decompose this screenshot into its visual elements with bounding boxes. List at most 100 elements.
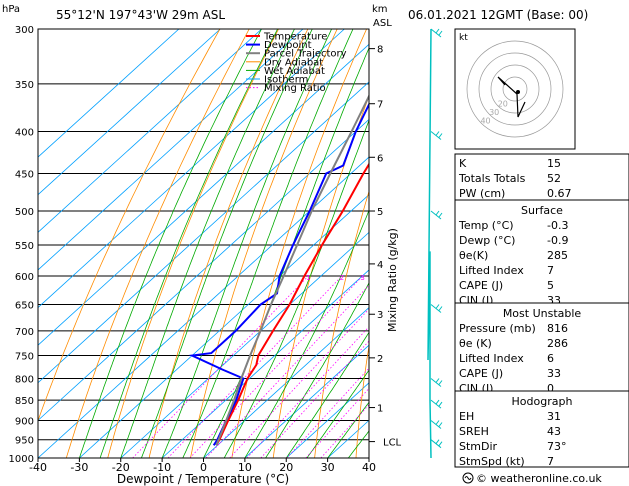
x-tick-label: 10 xyxy=(238,461,252,474)
most-unstable-row-value: 0 xyxy=(547,382,554,395)
hodograph-box xyxy=(454,390,629,468)
index-row-label: PW (cm) xyxy=(459,187,505,200)
isotherm-line xyxy=(38,29,221,196)
dry-adiabat-line xyxy=(231,29,367,458)
wet-adiabat-line xyxy=(161,29,332,458)
surface-row-value: 285 xyxy=(547,249,568,262)
surface-box xyxy=(454,199,629,304)
wet-adiabat-line xyxy=(120,29,295,458)
km-tick-label: 7 xyxy=(377,100,383,111)
pressure-tick-label: 550 xyxy=(15,241,34,252)
index-row-value: 52 xyxy=(547,172,561,185)
hodograph-unit-label: kt xyxy=(459,33,468,43)
wind-barb xyxy=(430,304,443,313)
most-unstable-row-value: 6 xyxy=(547,352,554,365)
km-tick-label: LCL xyxy=(383,438,402,449)
surface-title: Surface xyxy=(521,204,563,217)
x-tick-label: -10 xyxy=(153,461,171,474)
dry-adiabat-line xyxy=(107,29,279,458)
x-tick-label: -40 xyxy=(29,461,47,474)
wet-adiabat-line xyxy=(182,29,354,458)
pressure-tick-label: 950 xyxy=(15,436,34,447)
most-unstable-row-value: 33 xyxy=(547,367,561,380)
most-unstable-row-label: CAPE (J) xyxy=(459,367,503,380)
x-tick-label: 30 xyxy=(321,461,335,474)
pressure-tick-label: 850 xyxy=(15,396,34,407)
isotherm-line xyxy=(286,382,369,458)
hodograph-ring xyxy=(466,40,564,138)
hodograph-row-value: 31 xyxy=(547,410,561,423)
isotherm-line xyxy=(38,29,180,158)
hodograph-table-title: Hodograph xyxy=(512,395,573,408)
plot-profiles: 12346810152025 xyxy=(188,93,418,446)
wet-adiabat-line xyxy=(265,281,369,458)
dry-adiabat-line xyxy=(355,343,369,458)
mixing-ratio-label: 8 xyxy=(414,274,418,282)
isotherm-line xyxy=(38,81,369,384)
pressure-tick-label: 750 xyxy=(15,351,34,362)
dry-adiabat-line xyxy=(65,29,250,458)
temperature-profile xyxy=(215,162,369,446)
isotherm-line xyxy=(38,43,369,346)
hodograph-ring-label: 30 xyxy=(489,108,499,117)
hodograph-row-label: StmDir xyxy=(459,440,498,453)
pressure-tick-label: 350 xyxy=(15,80,34,91)
x-tick-label: -20 xyxy=(112,461,130,474)
surface-row-label: θe(K) xyxy=(459,249,488,262)
isotherm-line xyxy=(38,156,369,458)
hodograph-row-label: SREH xyxy=(459,425,489,438)
isotherm-line xyxy=(203,307,369,458)
mixing-ratio-line xyxy=(229,308,369,458)
hodograph-storm-marker xyxy=(516,90,520,94)
mixing-ratio-label: 2 xyxy=(340,274,344,282)
isotherm-line xyxy=(79,194,369,458)
km-tick-label: 6 xyxy=(377,153,383,164)
hodograph-ring xyxy=(502,76,528,102)
footer: © weatheronline.co.uk xyxy=(462,472,602,485)
legend-entry: Temperature xyxy=(263,32,327,43)
plot-axes: 3003504004505005506006507007508008509009… xyxy=(9,25,402,474)
x-tick-label: 40 xyxy=(362,461,376,474)
km-tick-label: 3 xyxy=(377,310,383,321)
hodograph-trace xyxy=(497,76,526,118)
dewpoint-profile xyxy=(188,102,369,446)
km-tick-label: 2 xyxy=(377,354,383,365)
hodograph-ring xyxy=(490,64,540,114)
pressure-tick-label: 900 xyxy=(15,416,34,427)
plot-background xyxy=(38,29,369,458)
most-unstable-row-label: Lifted Index xyxy=(459,352,524,365)
pressure-tick-label: 450 xyxy=(15,169,34,180)
index-row-value: 15 xyxy=(547,157,561,170)
most-unstable-row-value: 816 xyxy=(547,322,568,335)
dry-adiabat-line xyxy=(148,29,309,458)
dry-adiabat-line xyxy=(190,29,338,458)
index-row-label: K xyxy=(459,157,467,170)
wet-adiabat-line xyxy=(141,29,313,458)
hodograph-ring-label: 20 xyxy=(498,99,508,108)
isotherm-line xyxy=(38,29,304,271)
surface-row-label: Dewp (°C) xyxy=(459,234,515,247)
pressure-tick-label: 650 xyxy=(15,301,34,312)
x-axis-label: Dewpoint / Temperature (°C) xyxy=(117,472,289,486)
hodograph-row-value: 73° xyxy=(547,440,567,453)
x-tick-label: -30 xyxy=(70,461,88,474)
wind-barb xyxy=(430,131,443,140)
most-unstable-title: Most Unstable xyxy=(503,307,582,320)
wind-barb xyxy=(430,399,443,409)
isotherm-line xyxy=(38,29,262,233)
km-label: km xyxy=(372,4,388,15)
mixing-ratio-label: 1 xyxy=(306,274,310,282)
x-tick-label: 0 xyxy=(200,461,207,474)
mixing-ratio-line xyxy=(189,275,363,458)
km-tick-label: 8 xyxy=(377,45,383,56)
most-unstable-row-label: Pressure (mb) xyxy=(459,322,536,335)
datetime-title: 06.01.2021 12GMT (Base: 00) xyxy=(408,8,588,22)
most-unstable-row-value: 286 xyxy=(547,337,568,350)
wind-barb xyxy=(430,210,443,220)
wind-barb xyxy=(430,439,443,449)
legend-entry: Wet Adiabat xyxy=(264,66,325,77)
asl-label: ASL xyxy=(373,18,392,29)
wind-profile-line xyxy=(427,28,432,459)
